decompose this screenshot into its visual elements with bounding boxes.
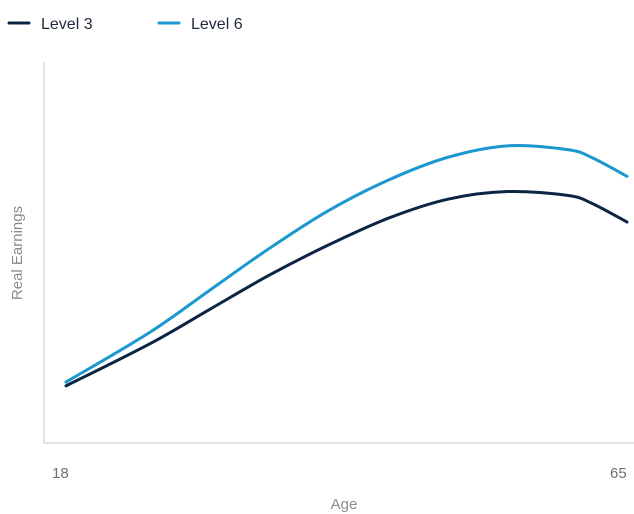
x-tick-labels: 18 65 — [52, 465, 627, 482]
legend: Level 3 Level 6 — [7, 16, 243, 33]
legend-label-level-6: Level 6 — [191, 16, 243, 33]
series-layer — [64, 144, 629, 388]
axes — [43, 62, 634, 444]
y-axis-title: Real Earnings — [9, 206, 26, 300]
x-tick-label-18: 18 — [52, 465, 69, 482]
series-line-level-6 — [64, 144, 629, 384]
x-axis-title: Age — [331, 496, 358, 513]
series-line-level-3 — [64, 189, 629, 388]
x-tick-label-65: 65 — [610, 465, 627, 482]
legend-label-level-3: Level 3 — [41, 16, 93, 33]
